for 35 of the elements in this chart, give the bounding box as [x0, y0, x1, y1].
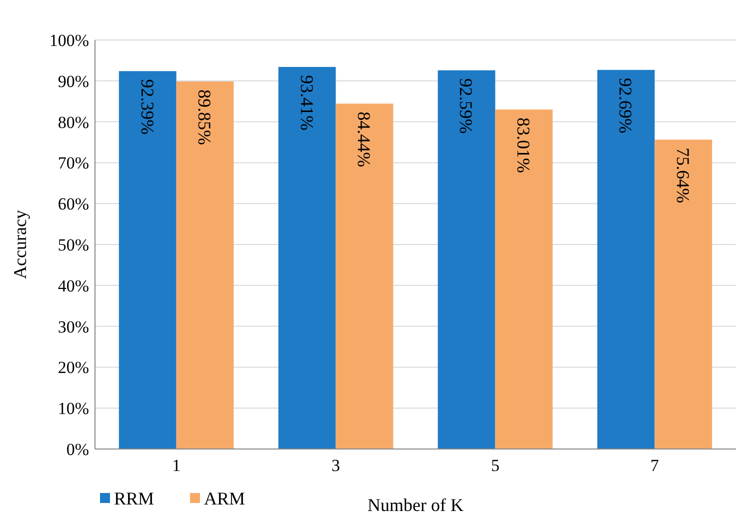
data-label: 92.59%	[456, 78, 476, 134]
data-label: 89.85%	[194, 90, 215, 146]
x-axis-title: Number of K	[368, 495, 464, 515]
bar	[118, 71, 176, 449]
y-tick-label: 0%	[66, 440, 89, 459]
bar	[654, 140, 712, 449]
bar	[278, 66, 336, 449]
y-tick-label: 10%	[58, 399, 89, 418]
y-tick-label: 80%	[58, 112, 89, 132]
y-tick-label: 60%	[58, 194, 89, 214]
y-tick-label: 20%	[58, 358, 89, 378]
y-tick-label: 50%	[58, 235, 89, 254]
legend-label: RRM	[114, 488, 154, 508]
x-tick-label: 7	[650, 456, 660, 475]
bar	[438, 70, 496, 449]
data-label: 92.69%	[616, 78, 636, 134]
data-label: 93.41%	[296, 74, 317, 130]
y-axis-title: Accuracy	[10, 210, 30, 279]
legend-label: ARM	[204, 488, 246, 508]
bar	[176, 82, 234, 449]
x-tick-label: 3	[332, 456, 340, 475]
y-tick-label: 70%	[58, 154, 89, 173]
y-tick-label: 90%	[58, 72, 89, 91]
x-tick-label: 5	[490, 456, 500, 475]
y-tick-label: 30%	[58, 317, 89, 336]
y-tick-label: 40%	[58, 276, 89, 296]
bar	[336, 104, 394, 449]
data-label: 92.39%	[137, 79, 158, 135]
bar	[495, 109, 553, 449]
data-label: 75.64%	[673, 148, 694, 204]
x-tick-label: 1	[172, 456, 181, 475]
data-label: 83.01%	[514, 117, 534, 173]
bar	[597, 70, 655, 449]
data-label: 84.44%	[354, 112, 374, 168]
y-tick-label: 100%	[49, 30, 89, 50]
